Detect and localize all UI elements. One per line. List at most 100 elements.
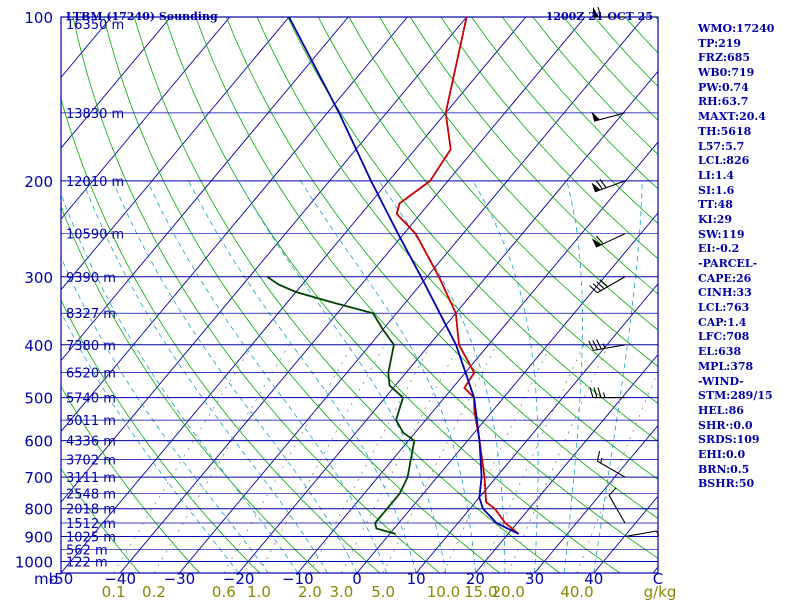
- index-value: BRN:0.5: [698, 462, 750, 476]
- pressure-tick-label: 1000: [15, 553, 53, 571]
- index-value: KI:29: [698, 212, 733, 226]
- moist-adiabat-line: [188, 180, 417, 573]
- moist-adiabat-line: [61, 311, 239, 573]
- height-label: 4336 m: [66, 435, 116, 450]
- dewpoint-profile-line: [266, 276, 416, 535]
- moist-adiabat-line: [147, 180, 387, 573]
- index-value: EL:638: [698, 345, 742, 359]
- index-value: SI:1.6: [698, 183, 735, 197]
- dry-adiabat-line: [256, 17, 658, 480]
- dry-adiabat-line: [317, 17, 658, 404]
- mixing-ratio-tick-label: 10.0: [427, 583, 460, 600]
- dry-adiabat-line: [61, 97, 380, 573]
- isotherm-line: [61, 17, 231, 220]
- dry-adiabat-line: [61, 299, 260, 573]
- pressure-tick-label: 500: [24, 390, 53, 408]
- parcel-profile-line: [288, 17, 520, 535]
- moist-adiabat-line: [300, 180, 476, 573]
- height-label: 12010 m: [66, 175, 124, 190]
- dry-adiabat-line: [164, 17, 621, 573]
- index-value: TH:5618: [698, 124, 752, 138]
- index-value: STM:289/15: [698, 389, 773, 403]
- pressure-tick-label: 400: [24, 337, 53, 355]
- height-label: 1512 m: [66, 517, 116, 532]
- mixing-ratio-line: [507, 344, 609, 573]
- height-label: 6520 m: [66, 367, 116, 382]
- dry-adiabat-line: [287, 17, 658, 442]
- dry-adiabat-line: [440, 17, 658, 260]
- wind-barbs: [588, 6, 660, 538]
- wind-barb: [593, 6, 625, 18]
- pressure-tick-label: 700: [24, 469, 53, 487]
- index-value: TP:219: [698, 36, 742, 50]
- temperature-tick-label: −30: [164, 570, 196, 588]
- height-label: 8327 m: [66, 307, 116, 322]
- mixing-ratio-tick-label: 2.0: [298, 583, 322, 600]
- mixing-ratio-tick-label: 5.0: [371, 583, 395, 600]
- pressure-tick-label: 800: [24, 501, 53, 519]
- temperature-profile-line: [395, 17, 520, 535]
- isotherm-line: [119, 17, 586, 573]
- height-label: 3702 m: [66, 454, 116, 469]
- sounding-profiles: [266, 17, 520, 535]
- dry-adiabat-line: [348, 17, 658, 367]
- height-label: 16350 m: [66, 18, 124, 33]
- mixing-ratio-line: [382, 344, 497, 573]
- wind-barb: [624, 530, 660, 538]
- dry-adiabat-line: [61, 467, 140, 573]
- moist-adiabat-line: [593, 180, 643, 573]
- moist-adiabat-line: [61, 192, 299, 573]
- index-value: HEL:86: [698, 403, 744, 417]
- isotherm-line: [61, 17, 527, 573]
- mixing-ratio-line: [341, 344, 460, 573]
- index-value: LCL:826: [698, 154, 750, 168]
- wind-barb: [591, 111, 626, 122]
- isobars: [61, 16, 658, 574]
- index-value: LFC:708: [698, 330, 750, 344]
- dry-adiabat-line: [195, 17, 658, 559]
- height-label: 2548 m: [66, 487, 116, 502]
- temperature-tick-label: −40: [104, 570, 136, 588]
- pressure-tick-label: 900: [24, 529, 53, 547]
- height-label: 5740 m: [66, 392, 116, 407]
- height-label: 13830 m: [66, 107, 124, 122]
- temperature-tick-label: 20: [466, 570, 485, 588]
- moist-adiabat-line: [112, 180, 358, 573]
- height-label: 9390 m: [66, 271, 116, 286]
- isotherm-line: [356, 212, 658, 573]
- isotherm-line: [61, 17, 467, 503]
- chart-datetime: 1200Z 21 OCT 25: [546, 10, 653, 23]
- moist-adiabat-line: [238, 180, 447, 573]
- temperature-tick-label: 40: [584, 570, 603, 588]
- mixing-ratio-tick-label: 20.0: [491, 583, 524, 600]
- pressure-tick-label: 200: [24, 173, 53, 191]
- mixing-ratio-tick-label: 0.6: [212, 583, 236, 600]
- index-value: CAP:1.4: [698, 315, 747, 329]
- temperature-tick-label: −20: [223, 570, 255, 588]
- index-value: L57:5.7: [698, 139, 745, 153]
- index-value: PW:0.74: [698, 80, 749, 94]
- index-value: BSHR:50: [698, 477, 755, 491]
- height-label: 122 m: [66, 555, 108, 570]
- temperature-tick-label: 30: [525, 570, 544, 588]
- pressure-tick-label: 100: [24, 9, 53, 27]
- mixing-ratio-tick-label: 3.0: [330, 583, 354, 600]
- dry-adiabat-line: [409, 17, 658, 295]
- mixing-ratio-unit-label: g/kg: [644, 583, 677, 600]
- index-value: EI:-0.2: [698, 242, 740, 256]
- index-value: LCL:763: [698, 301, 750, 315]
- indices-panel: WMO:17240 TP:219 FRZ:685 WB0:719 PW:0.74 RH:6…: [698, 22, 800, 492]
- wind-barb: [591, 179, 626, 193]
- mixing-ratio-line: [258, 344, 386, 573]
- isotherm-line: [238, 70, 658, 573]
- moist-adiabat-line: [82, 180, 328, 573]
- background-lines: [61, 17, 658, 573]
- temperature-tick-label: −10: [282, 570, 314, 588]
- isotherm-line: [61, 17, 290, 291]
- mixing-ratio-line: [113, 344, 253, 573]
- dry-adiabat-line: [61, 205, 320, 573]
- dry-adiabat-line: [72, 17, 440, 573]
- index-value: RH:63.7: [698, 95, 749, 109]
